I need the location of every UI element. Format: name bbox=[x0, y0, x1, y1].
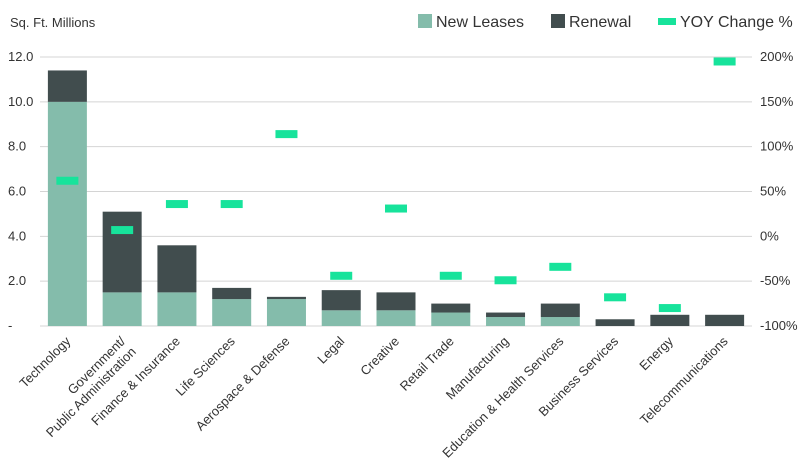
bar-renewal bbox=[102, 211, 142, 293]
y-axis-label: Sq. Ft. Millions bbox=[10, 15, 96, 30]
bar-new-leases bbox=[486, 317, 526, 326]
yoy-marker bbox=[658, 304, 681, 313]
category-label: Technology bbox=[16, 333, 73, 390]
category-label: Retail Trade bbox=[397, 334, 457, 394]
yoy-marker bbox=[494, 276, 517, 285]
yoy-marker bbox=[549, 262, 572, 271]
legend-swatch-renewal bbox=[551, 14, 565, 28]
bar-new-leases bbox=[212, 299, 252, 326]
y2-tick-label: 200% bbox=[760, 49, 794, 64]
bar-renewal bbox=[595, 319, 635, 326]
bar-new-leases bbox=[47, 101, 87, 326]
category-label-line: Creative bbox=[357, 334, 402, 379]
y-tick-label: 10.0 bbox=[8, 94, 33, 109]
bar-renewal bbox=[431, 303, 471, 313]
bar-renewal bbox=[321, 290, 361, 311]
bar-renewal bbox=[486, 312, 526, 318]
yoy-marker bbox=[713, 57, 736, 66]
y2-tick-label: 150% bbox=[760, 94, 794, 109]
yoy-markers bbox=[56, 57, 736, 313]
y2-tick-label: 50% bbox=[760, 184, 786, 199]
category-label: Legal bbox=[314, 333, 347, 366]
y2-tick-label: 100% bbox=[760, 139, 794, 154]
yoy-marker bbox=[56, 176, 79, 185]
y-tick-label: - bbox=[8, 318, 12, 333]
left-axis-ticks: - 2.0 4.0 6.0 8.0 10.0 12.0 bbox=[8, 49, 33, 333]
bar-new-leases bbox=[376, 310, 416, 326]
bar-new-leases bbox=[540, 317, 580, 326]
bar-renewal bbox=[705, 314, 745, 326]
bar-renewal bbox=[540, 303, 580, 318]
y2-tick-label: 0% bbox=[760, 228, 779, 243]
y2-tick-label: -50% bbox=[760, 273, 791, 288]
bar-renewal bbox=[47, 70, 87, 102]
legend-label-renewal: Renewal bbox=[569, 14, 631, 31]
category-label-line: Retail Trade bbox=[397, 334, 457, 394]
yoy-marker bbox=[385, 204, 407, 213]
legend-label-new-leases: New Leases bbox=[436, 14, 524, 31]
bar-series bbox=[47, 70, 745, 326]
category-label-line: Technology bbox=[16, 333, 73, 390]
yoy-marker bbox=[604, 293, 627, 302]
category-label-line: Energy bbox=[636, 333, 676, 373]
yoy-marker bbox=[165, 200, 188, 209]
y-tick-label: 2.0 bbox=[8, 273, 26, 288]
bar-new-leases bbox=[102, 292, 142, 326]
y2-tick-label: -100% bbox=[760, 318, 798, 333]
category-label-line: Aerospace & Defense bbox=[193, 334, 293, 434]
bar-new-leases bbox=[266, 299, 306, 326]
legend: New Leases Renewal YOY Change % bbox=[418, 14, 793, 31]
bar-renewal bbox=[650, 314, 690, 326]
category-label-line: Legal bbox=[314, 333, 347, 366]
gridlines bbox=[40, 56, 752, 327]
category-label: Creative bbox=[357, 334, 402, 379]
bar-renewal bbox=[157, 245, 197, 293]
y-tick-label: 4.0 bbox=[8, 228, 26, 243]
bar-new-leases bbox=[321, 310, 361, 326]
yoy-marker bbox=[111, 226, 134, 235]
right-axis-ticks: -100% -50% 0% 50% 100% 150% 200% bbox=[760, 49, 798, 333]
bar-renewal bbox=[212, 287, 252, 300]
category-label: Energy bbox=[636, 333, 676, 373]
legend-swatch-new-leases bbox=[418, 14, 432, 28]
category-label: Aerospace & Defense bbox=[193, 334, 293, 434]
y-tick-label: 8.0 bbox=[8, 139, 26, 154]
yoy-marker bbox=[275, 130, 298, 139]
y-tick-label: 12.0 bbox=[8, 49, 33, 64]
bar-new-leases bbox=[431, 312, 471, 326]
legend-label-yoy-change: YOY Change % bbox=[680, 14, 793, 31]
y-tick-label: 6.0 bbox=[8, 184, 26, 199]
yoy-marker bbox=[330, 271, 353, 280]
legend-swatch-yoy-change bbox=[658, 18, 676, 25]
bar-new-leases bbox=[157, 292, 197, 326]
bar-renewal bbox=[266, 296, 306, 300]
yoy-marker bbox=[220, 200, 243, 209]
bar-renewal bbox=[376, 292, 416, 311]
yoy-marker bbox=[439, 271, 462, 280]
